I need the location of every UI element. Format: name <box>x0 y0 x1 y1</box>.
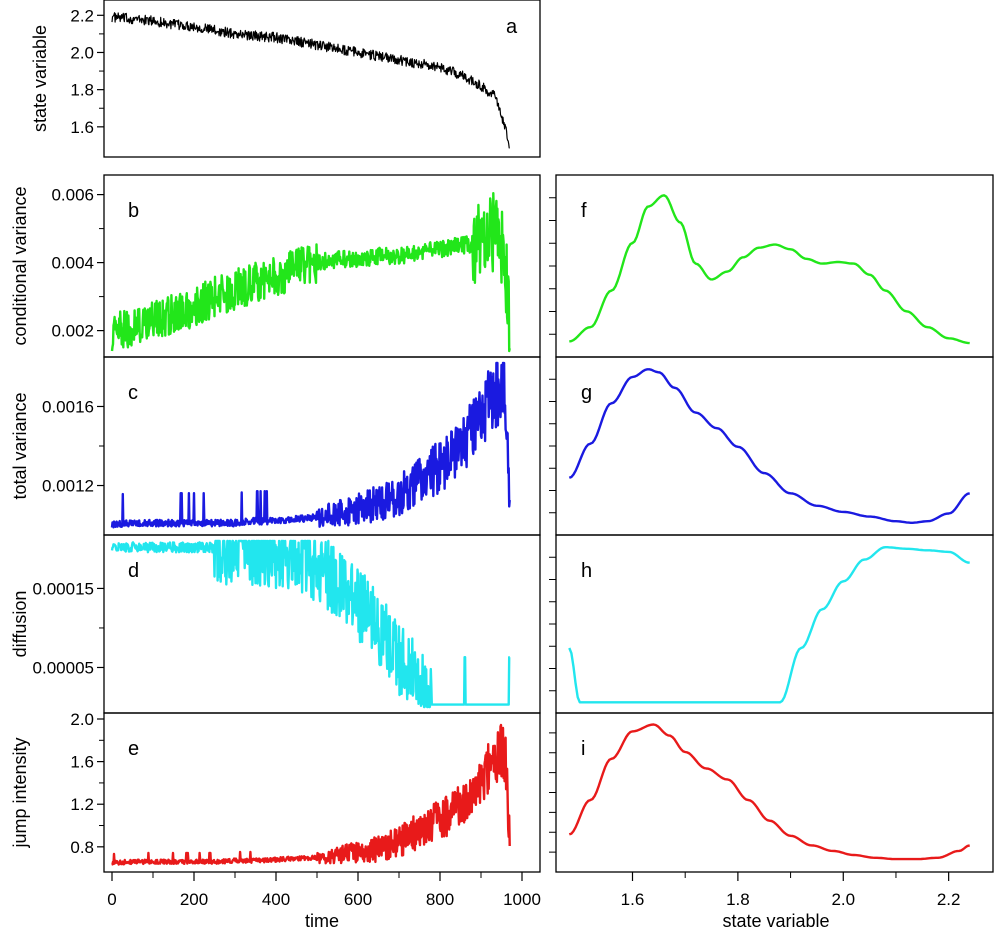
panel-a: a 1.6 1.8 2.0 2.2 state variable <box>30 0 541 158</box>
xtick-label-i-0: 1.6 <box>621 890 645 909</box>
panel-letter-h: h <box>581 560 592 582</box>
ytick-label-a-0: 1.6 <box>70 118 94 137</box>
panel-letter-f: f <box>581 200 587 222</box>
ytick-label-b-2: 0.006 <box>51 186 94 205</box>
panel-letter-g: g <box>581 382 592 404</box>
xtick-label-e-2: 400 <box>262 890 290 909</box>
series-line-e <box>111 723 511 866</box>
panel-letter-d: d <box>128 560 139 582</box>
plot-frame-h <box>555 534 994 714</box>
xtick-label-i-1: 1.8 <box>726 890 750 909</box>
xtick-label-i-2: 2.0 <box>831 890 855 909</box>
ytick-label-a-2: 2.0 <box>70 43 94 62</box>
series-line-a <box>111 12 510 149</box>
ytick-label-d-0: 0.00005 <box>33 658 94 677</box>
ytick-label-d-1: 0.00015 <box>33 579 94 598</box>
ylabel-a: state variable <box>30 25 50 132</box>
ytick-label-c-0: 0.0012 <box>42 477 94 496</box>
panel-letter-c: c <box>128 382 138 404</box>
ytick-label-e-3: 2.0 <box>70 710 94 729</box>
xtick-label-e-1: 200 <box>180 890 208 909</box>
ylabel-c: total variance <box>10 392 30 499</box>
panel-g: g <box>549 356 994 536</box>
panel-letter-a: a <box>506 16 518 38</box>
series-line-i <box>568 723 970 861</box>
ylabel-e: jump intensity <box>10 737 30 848</box>
panel-e: e 0.8 1.2 1.6 2.0 jump intensity 0 200 400 600 800… <box>10 710 541 931</box>
ytick-label-a-3: 2.2 <box>70 6 94 25</box>
series-line-h <box>568 546 970 704</box>
series-line-c <box>110 361 511 529</box>
ytick-label-e-1: 1.2 <box>70 795 94 814</box>
xtick-label-i-3: 2.2 <box>937 890 961 909</box>
ytick-label-b-0: 0.002 <box>51 322 94 341</box>
ytick-label-b-1: 0.004 <box>51 254 94 273</box>
plot-frame-e <box>103 712 541 873</box>
panel-letter-b: b <box>128 200 139 222</box>
plot-frame-g <box>555 356 994 536</box>
ytick-label-c-1: 0.0016 <box>42 397 94 416</box>
xlabel-i: state variable <box>722 911 829 931</box>
panel-c: c 0.0012 0.0016 total variance <box>10 356 541 536</box>
xtick-label-e-3: 600 <box>344 890 372 909</box>
panel-f: f <box>549 174 994 358</box>
xlabel-e: time <box>305 911 339 931</box>
plot-frame-a <box>103 0 541 158</box>
xtick-label-e-5: 1000 <box>503 890 541 909</box>
series-line-g <box>568 368 970 524</box>
ytick-label-a-1: 1.8 <box>70 81 94 100</box>
series-line-b <box>110 192 511 353</box>
ylabel-b: conditional variance <box>10 186 30 345</box>
xtick-label-e-0: 0 <box>107 890 116 909</box>
panel-i: i 1.6 1.8 2.0 2.2 state variable <box>549 712 994 931</box>
ytick-label-e-0: 0.8 <box>70 838 94 857</box>
panel-b: b 0.002 0.004 0.006 conditional variance <box>10 174 541 358</box>
plot-frame-i <box>555 712 994 873</box>
panel-h: h <box>549 534 994 714</box>
ytick-label-e-2: 1.6 <box>70 753 94 772</box>
ylabel-d: diffusion <box>10 591 30 658</box>
panel-letter-i: i <box>581 738 585 760</box>
panel-letter-e: e <box>128 738 139 760</box>
series-line-f <box>569 194 970 345</box>
series-line-d <box>110 539 511 709</box>
xtick-label-e-4: 800 <box>426 890 454 909</box>
